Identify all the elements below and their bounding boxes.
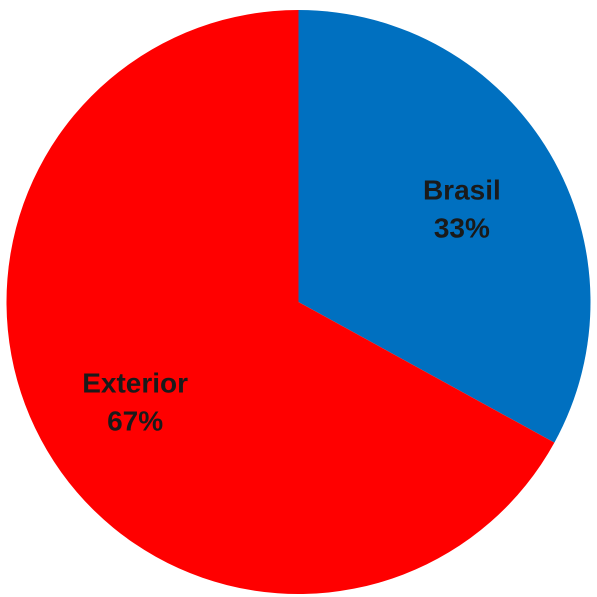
- pie-labels: Brasil 33% Exterior 67%: [82, 174, 501, 436]
- pie-slices: [6, 10, 591, 595]
- pie-slice-brasil: [298, 10, 591, 443]
- slice-value-brasil: 33%: [434, 212, 490, 243]
- pie-slice-exterior: [6, 10, 555, 595]
- slice-label-brasil: Brasil: [423, 174, 501, 205]
- slice-label-exterior: Exterior: [82, 368, 188, 399]
- slice-value-exterior: 67%: [107, 406, 163, 437]
